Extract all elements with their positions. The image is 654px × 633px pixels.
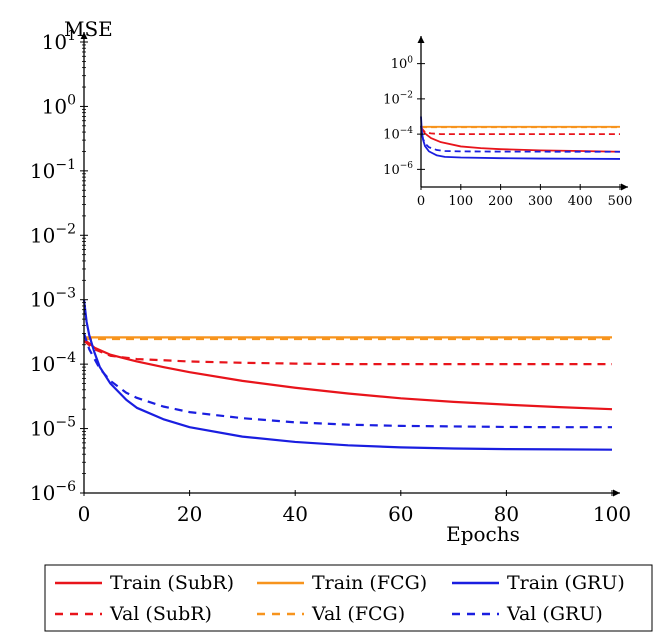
inset-x-tick-label: 200 [488, 194, 513, 209]
legend: Train (SubR) Train (FCG) Train (GRU) Val (S… [44, 564, 653, 632]
main-x-axis-label: Epochs [446, 522, 520, 546]
inset-x-tick-label: 300 [528, 194, 553, 209]
legend-box [44, 564, 653, 632]
main-y-tick-label: 10−3 [30, 286, 76, 312]
inset-x-tick-label: 100 [448, 194, 473, 209]
main-y-tick-label: 100 [42, 92, 76, 118]
main-series-train-gru [82, 299, 613, 451]
legend-label-val-fcg: Val (FCG) [311, 603, 405, 625]
inset-y-axis-arrow [417, 36, 425, 43]
main-axes: 0 20 40 60 80 100 10−6 10−5 10−4 10−3 10−2 10−1 100 1… [30, 17, 631, 546]
inset-x-axis-arrow [621, 183, 628, 191]
main-y-tick-label: 10−1 [30, 157, 76, 183]
legend-label-val-subr: Val (SubR) [109, 603, 212, 625]
main-series-val-gru [82, 333, 612, 429]
main-x-tick-label: 80 [494, 502, 519, 526]
main-x-tick-label: 20 [177, 502, 202, 526]
inset-x-tick-label: 500 [608, 194, 633, 209]
legend-label-val-gru: Val (GRU) [506, 603, 603, 625]
inset-y-tick-label: 100 [391, 55, 414, 72]
inset-y-tick-label: 10−4 [383, 126, 413, 143]
main-series-train-subr [83, 338, 613, 411]
main-y-tick-label: 101 [42, 28, 76, 54]
main-series [82, 299, 613, 451]
main-plot: 0 20 40 60 80 100 10−6 10−5 10−4 10−3 10−2 10−1 100 1… [30, 17, 631, 546]
main-y-axis-label: MSE [64, 17, 113, 41]
main-x-tick-label: 100 [593, 502, 631, 526]
main-y-tick-label: 10−2 [30, 221, 76, 247]
main-y-tick-label: 10−5 [30, 415, 76, 441]
inset-y-tick-label: 10−2 [383, 91, 413, 108]
inset-series-val-gru [420, 125, 621, 153]
legend-label-train-subr: Train (SubR) [110, 572, 234, 594]
main-x-tick-label: 0 [78, 502, 91, 526]
inset-series-val-subr [420, 127, 620, 136]
main-y-tick-label: 10−4 [30, 350, 76, 376]
main-y-axis-arrow [80, 32, 88, 39]
main-x-axis-arrow [613, 489, 620, 497]
main-y-tick-label: 10−6 [30, 479, 76, 505]
inset-y-tick-label: 10−6 [383, 161, 413, 178]
inset-plot: 0 100 200 300 400 500 10−6 10−4 10−2 100 [383, 36, 632, 209]
legend-label-train-fcg: Train (FCG) [312, 572, 427, 594]
inset-x-tick-label: 0 [417, 194, 425, 209]
inset-x-tick-label: 400 [568, 194, 593, 209]
inset-series-train-subr [420, 126, 621, 153]
inset-series [420, 116, 621, 160]
main-x-tick-label: 60 [388, 502, 413, 526]
main-series-val-subr [83, 339, 612, 366]
legend-label-train-gru: Train (GRU) [507, 572, 625, 594]
inset-axes: 0 100 200 300 400 500 10−6 10−4 10−2 100 [383, 36, 632, 209]
main-x-tick-label: 40 [282, 502, 307, 526]
